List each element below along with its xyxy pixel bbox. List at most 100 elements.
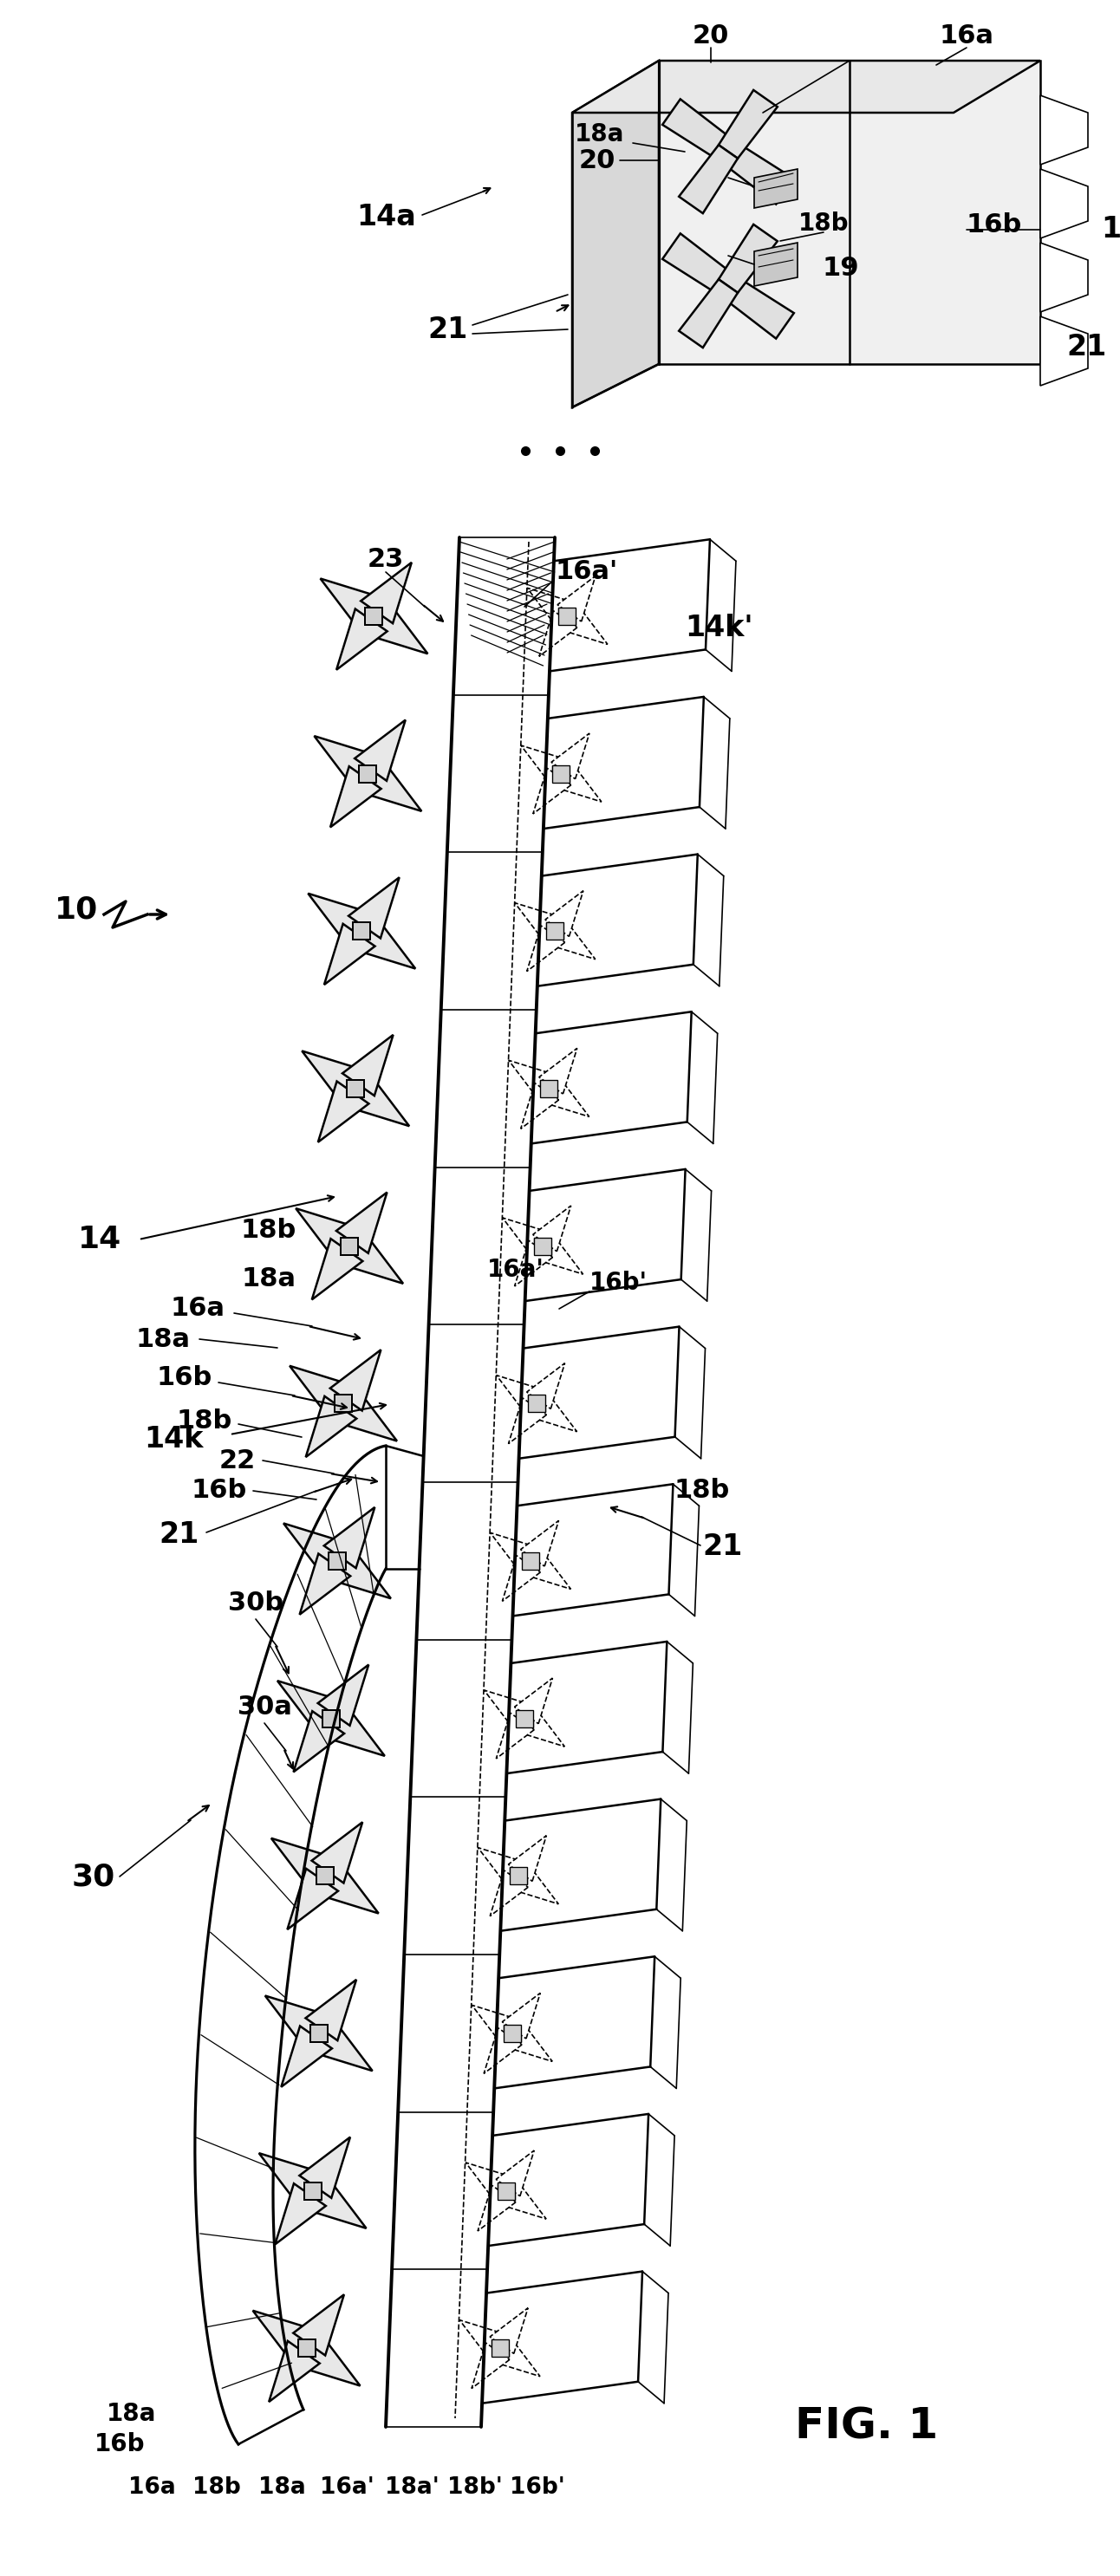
Text: 12: 12	[1101, 216, 1120, 245]
Polygon shape	[545, 891, 584, 938]
Polygon shape	[459, 2321, 505, 2357]
Polygon shape	[484, 1690, 530, 1728]
Polygon shape	[336, 1193, 388, 1252]
Polygon shape	[347, 1079, 364, 1097]
Polygon shape	[514, 1242, 552, 1285]
Polygon shape	[310, 2025, 327, 2043]
Polygon shape	[306, 1396, 356, 1458]
Polygon shape	[525, 1551, 571, 1589]
Polygon shape	[510, 1868, 526, 1886]
Polygon shape	[278, 1680, 338, 1731]
Polygon shape	[551, 734, 589, 778]
Text: 21: 21	[1066, 332, 1107, 361]
Polygon shape	[310, 2025, 327, 2043]
Polygon shape	[299, 2334, 361, 2385]
Polygon shape	[324, 1507, 375, 1569]
Polygon shape	[311, 2020, 373, 2071]
Text: FIG. 1: FIG. 1	[795, 2406, 939, 2447]
Polygon shape	[283, 1522, 344, 1574]
Polygon shape	[347, 1079, 364, 1097]
Polygon shape	[324, 925, 375, 984]
Polygon shape	[547, 922, 563, 940]
Polygon shape	[330, 768, 381, 827]
Polygon shape	[367, 603, 428, 654]
Text: 16b': 16b'	[510, 2476, 566, 2499]
Text: 16a': 16a'	[487, 1257, 544, 1283]
Polygon shape	[281, 2027, 332, 2087]
Polygon shape	[522, 1553, 539, 1569]
Polygon shape	[540, 1079, 558, 1097]
Polygon shape	[502, 1994, 540, 2038]
Polygon shape	[539, 611, 577, 657]
Text: 18a: 18a	[575, 121, 624, 147]
Polygon shape	[552, 765, 570, 783]
Text: 18a: 18a	[258, 2476, 306, 2499]
Polygon shape	[360, 765, 376, 783]
Polygon shape	[543, 1079, 589, 1115]
Polygon shape	[503, 2025, 521, 2043]
Text: 18a: 18a	[242, 1265, 296, 1291]
Polygon shape	[489, 2308, 528, 2354]
Polygon shape	[328, 1553, 346, 1569]
Polygon shape	[1040, 170, 1088, 240]
Polygon shape	[496, 1376, 542, 1414]
Polygon shape	[318, 1082, 368, 1141]
Polygon shape	[514, 1677, 552, 1723]
Polygon shape	[318, 1664, 368, 1726]
Polygon shape	[323, 1710, 339, 1726]
Text: 18a: 18a	[106, 2401, 156, 2427]
Polygon shape	[335, 1394, 352, 1412]
Text: 14k: 14k	[143, 1425, 203, 1453]
Polygon shape	[298, 2339, 315, 2357]
Polygon shape	[472, 2342, 510, 2388]
Polygon shape	[355, 719, 405, 781]
Polygon shape	[534, 1236, 551, 1255]
Polygon shape	[550, 922, 596, 958]
Text: 21: 21	[702, 1533, 743, 1561]
Polygon shape	[719, 224, 777, 294]
Polygon shape	[315, 737, 375, 786]
Polygon shape	[253, 2311, 314, 2362]
Polygon shape	[271, 1839, 333, 1888]
Text: 23: 23	[367, 546, 404, 572]
Polygon shape	[360, 765, 376, 783]
Polygon shape	[299, 1553, 351, 1615]
Polygon shape	[572, 62, 659, 407]
Polygon shape	[466, 2161, 512, 2200]
Polygon shape	[721, 276, 794, 337]
Polygon shape	[506, 2022, 552, 2061]
Polygon shape	[353, 922, 371, 940]
Polygon shape	[526, 1363, 564, 1409]
Polygon shape	[508, 1061, 554, 1097]
Polygon shape	[293, 2295, 344, 2354]
Polygon shape	[662, 234, 736, 296]
Polygon shape	[311, 1239, 363, 1301]
Polygon shape	[340, 1236, 358, 1255]
Text: 30b: 30b	[228, 1592, 283, 1615]
Polygon shape	[311, 1821, 363, 1883]
Text: 18b: 18b	[241, 1218, 297, 1244]
Polygon shape	[348, 1074, 409, 1126]
Polygon shape	[496, 1713, 534, 1759]
Polygon shape	[503, 1218, 548, 1257]
Polygon shape	[491, 2339, 508, 2357]
Polygon shape	[1040, 242, 1088, 312]
Text: 16a: 16a	[170, 1296, 225, 1321]
Polygon shape	[539, 1048, 577, 1095]
Polygon shape	[320, 580, 381, 629]
Polygon shape	[265, 1996, 326, 2045]
Polygon shape	[472, 2004, 517, 2043]
Polygon shape	[328, 1553, 346, 1569]
Polygon shape	[522, 1553, 539, 1569]
Text: 21: 21	[159, 1520, 199, 1548]
Polygon shape	[478, 1847, 524, 1886]
Polygon shape	[547, 922, 563, 940]
Polygon shape	[519, 1708, 564, 1747]
Text: 18b': 18b'	[447, 2476, 503, 2499]
Polygon shape	[316, 1868, 334, 1886]
Polygon shape	[538, 1236, 584, 1275]
Text: 18b: 18b	[177, 1409, 232, 1435]
Text: 16b: 16b	[192, 1479, 248, 1504]
Polygon shape	[679, 144, 738, 214]
Polygon shape	[302, 1051, 363, 1103]
